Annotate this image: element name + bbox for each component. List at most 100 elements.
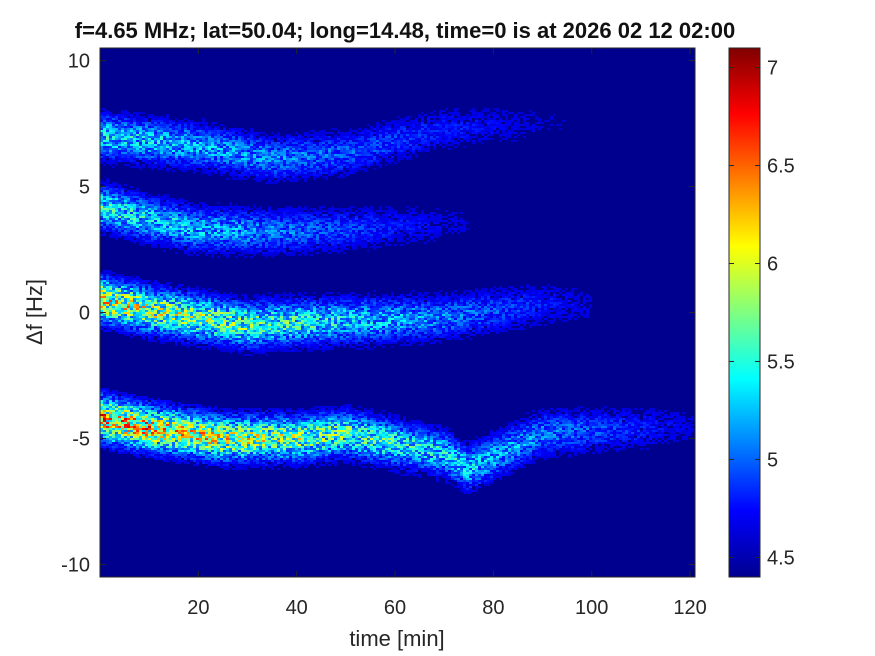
heatmap-cell	[136, 408, 139, 410]
heatmap-cell	[178, 322, 181, 324]
heatmap-cell	[172, 154, 175, 156]
heatmap-cell	[190, 458, 193, 460]
heatmap-cell	[127, 418, 130, 420]
heatmap-cell	[163, 326, 166, 328]
heatmap-cell	[193, 434, 196, 436]
heatmap-cell	[181, 164, 184, 166]
heatmap-cell	[130, 114, 133, 116]
heatmap-cell	[226, 232, 229, 234]
heatmap-cell	[205, 316, 208, 318]
heatmap-cell	[145, 216, 148, 218]
heatmap-cell	[109, 200, 112, 202]
heatmap-cell	[160, 244, 163, 246]
heatmap-cell	[100, 180, 103, 182]
heatmap-cell	[193, 412, 196, 414]
heatmap-cell	[217, 238, 220, 240]
heatmap-cell	[166, 138, 169, 140]
heatmap-cell	[193, 304, 196, 306]
heatmap-cell	[151, 320, 154, 322]
heatmap-cell	[133, 282, 136, 284]
heatmap-cell	[112, 226, 115, 228]
heatmap-cell	[226, 426, 229, 428]
heatmap-cell	[217, 420, 220, 422]
heatmap-cell	[208, 450, 211, 452]
heatmap-cell	[214, 230, 217, 232]
heatmap-cell	[178, 330, 181, 332]
heatmap-cell	[142, 448, 145, 450]
heatmap-cell	[106, 326, 109, 328]
heatmap-cell	[232, 416, 235, 418]
heatmap-cell	[205, 460, 208, 462]
heatmap-cell	[127, 300, 130, 302]
heatmap-cell	[205, 346, 208, 348]
heatmap-cell	[154, 202, 157, 204]
heatmap-cell	[229, 318, 232, 320]
heatmap-cell	[151, 228, 154, 230]
heatmap-cell	[211, 232, 214, 234]
heatmap-cell	[109, 324, 112, 326]
heatmap-cell	[148, 398, 151, 400]
heatmap-cell	[181, 208, 184, 210]
heatmap-cell	[139, 406, 142, 408]
heatmap-cell	[169, 138, 172, 140]
heatmap-cell	[115, 184, 118, 186]
heatmap-cell	[124, 304, 127, 306]
heatmap-cell	[166, 298, 169, 300]
heatmap-cell	[208, 426, 211, 428]
heatmap-cell	[196, 338, 199, 340]
heatmap-cell	[169, 124, 172, 126]
heatmap-cell	[229, 346, 232, 348]
heatmap-cell	[172, 216, 175, 218]
heatmap-cell	[229, 304, 232, 306]
heatmap-cell	[181, 130, 184, 132]
heatmap-cell	[190, 166, 193, 168]
heatmap-cell	[157, 202, 160, 204]
heatmap-cell	[235, 218, 238, 220]
heatmap-cell	[136, 416, 139, 418]
heatmap-cell	[214, 160, 217, 162]
heatmap-cell	[178, 160, 181, 162]
heatmap-cell	[217, 450, 220, 452]
heatmap-cell	[124, 144, 127, 146]
heatmap-cell	[124, 408, 127, 410]
heatmap-cell	[160, 130, 163, 132]
heatmap-cell	[181, 420, 184, 422]
heatmap-cell	[187, 122, 190, 124]
heatmap-cell	[175, 416, 178, 418]
heatmap-cell	[106, 304, 109, 306]
heatmap-cell	[172, 210, 175, 212]
heatmap-cell	[109, 440, 112, 442]
heatmap-cell	[127, 218, 130, 220]
heatmap-cell	[103, 158, 106, 160]
heatmap-cell	[100, 136, 103, 138]
heatmap-cell	[148, 402, 151, 404]
heatmap-cell	[100, 394, 103, 396]
heatmap-cell	[142, 324, 145, 326]
heatmap-cell	[163, 148, 166, 150]
heatmap-cell	[229, 340, 232, 342]
heatmap-cell	[232, 322, 235, 324]
heatmap-cell	[142, 286, 145, 288]
heatmap-cell	[193, 464, 196, 466]
heatmap-cell	[169, 302, 172, 304]
heatmap-cell	[232, 460, 235, 462]
heatmap-cell	[205, 320, 208, 322]
heatmap-cell	[154, 334, 157, 336]
heatmap-cell	[130, 166, 133, 168]
heatmap-cell	[115, 392, 118, 394]
heatmap-cell	[127, 298, 130, 300]
heatmap-cell	[208, 406, 211, 408]
heatmap-cell	[139, 296, 142, 298]
heatmap-cell	[169, 338, 172, 340]
heatmap-cell	[172, 220, 175, 222]
heatmap-cell	[112, 442, 115, 444]
heatmap-cell	[175, 328, 178, 330]
heatmap-cell	[109, 408, 112, 410]
heatmap-cell	[157, 436, 160, 438]
heatmap-cell	[145, 202, 148, 204]
heatmap-cell	[217, 340, 220, 342]
heatmap-cell	[220, 248, 223, 250]
heatmap-cell	[232, 210, 235, 212]
heatmap-cell	[187, 140, 190, 142]
heatmap-cell	[103, 394, 106, 396]
